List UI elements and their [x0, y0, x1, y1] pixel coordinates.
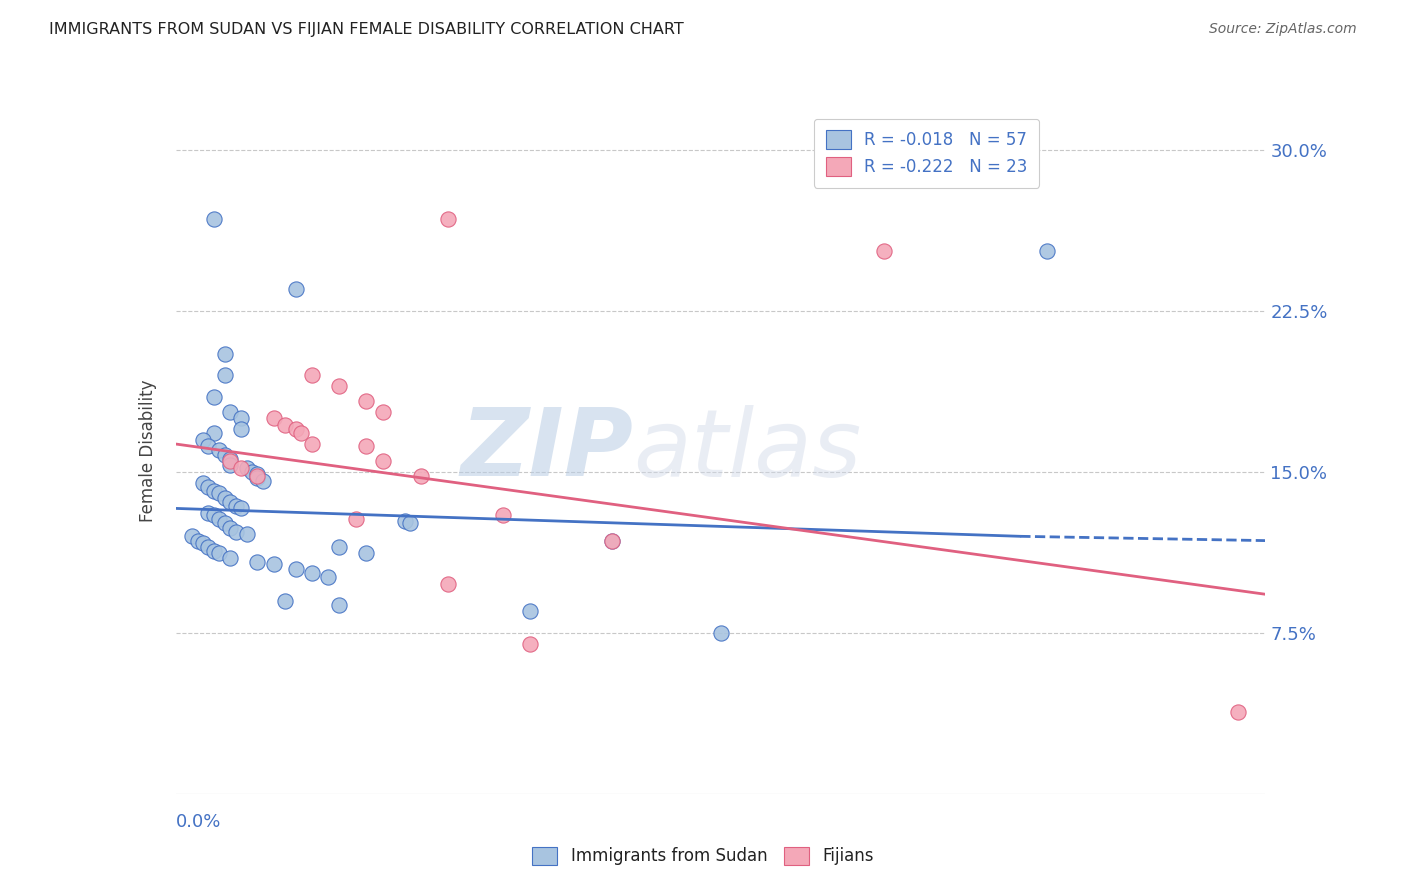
Text: atlas: atlas: [633, 405, 862, 496]
Point: [197, 506, 219, 520]
Point: [873, 244, 896, 258]
Legend: Immigrants from Sudan, Fijians: Immigrants from Sudan, Fijians: [526, 840, 880, 872]
Point: [274, 593, 297, 607]
Point: [356, 439, 378, 453]
Point: [219, 405, 242, 419]
Point: [191, 475, 214, 490]
Point: [186, 533, 209, 548]
Point: [1036, 244, 1059, 258]
Text: Source: ZipAtlas.com: Source: ZipAtlas.com: [1209, 22, 1357, 37]
Point: [344, 512, 367, 526]
Point: [231, 501, 253, 516]
Point: [371, 405, 394, 419]
Point: [235, 527, 257, 541]
Point: [214, 516, 236, 531]
Point: [208, 443, 231, 458]
Text: ZIP: ZIP: [461, 404, 633, 497]
Point: [214, 448, 236, 462]
Text: 0.0%: 0.0%: [176, 813, 221, 830]
Point: [290, 426, 312, 441]
Point: [219, 495, 242, 509]
Point: [328, 379, 350, 393]
Point: [202, 426, 225, 441]
Point: [263, 411, 285, 425]
Point: [202, 211, 225, 226]
Point: [600, 533, 623, 548]
Point: [371, 454, 394, 468]
Point: [219, 452, 242, 467]
Point: [219, 458, 242, 473]
Legend: R = -0.018   N = 57, R = -0.222   N = 23: R = -0.018 N = 57, R = -0.222 N = 23: [814, 119, 1039, 188]
Point: [437, 211, 460, 226]
Point: [202, 390, 225, 404]
Point: [246, 467, 269, 481]
Point: [328, 598, 350, 612]
Point: [219, 550, 242, 565]
Point: [301, 368, 323, 383]
Point: [231, 422, 253, 436]
Point: [1227, 706, 1250, 720]
Point: [710, 626, 733, 640]
Point: [356, 394, 378, 409]
Point: [208, 486, 231, 500]
Point: [197, 439, 219, 453]
Point: [246, 555, 269, 569]
Point: [600, 533, 623, 548]
Point: [409, 469, 432, 483]
Point: [246, 469, 269, 483]
Point: [202, 544, 225, 558]
Point: [219, 521, 242, 535]
Point: [356, 546, 378, 561]
Point: [284, 422, 307, 436]
Point: [181, 529, 204, 543]
Point: [191, 535, 214, 549]
Point: [437, 576, 460, 591]
Point: [214, 368, 236, 383]
Point: [191, 433, 214, 447]
Point: [202, 484, 225, 499]
Point: [231, 460, 253, 475]
Point: [197, 540, 219, 554]
Point: [202, 508, 225, 522]
Point: [246, 471, 269, 485]
Point: [231, 411, 253, 425]
Point: [284, 283, 307, 297]
Point: [208, 512, 231, 526]
Y-axis label: Female Disability: Female Disability: [139, 379, 157, 522]
Point: [219, 454, 242, 468]
Point: [301, 437, 323, 451]
Point: [519, 637, 541, 651]
Point: [394, 514, 416, 528]
Point: [284, 561, 307, 575]
Point: [214, 347, 236, 361]
Point: [301, 566, 323, 580]
Point: [225, 524, 247, 539]
Point: [240, 465, 263, 479]
Point: [519, 604, 541, 618]
Point: [252, 474, 274, 488]
Point: [492, 508, 515, 522]
Point: [274, 417, 297, 432]
Point: [399, 516, 422, 531]
Point: [318, 570, 340, 584]
Point: [263, 558, 285, 572]
Point: [328, 540, 350, 554]
Point: [225, 500, 247, 514]
Point: [197, 480, 219, 494]
Point: [235, 460, 257, 475]
Point: [214, 491, 236, 505]
Point: [208, 546, 231, 561]
Text: IMMIGRANTS FROM SUDAN VS FIJIAN FEMALE DISABILITY CORRELATION CHART: IMMIGRANTS FROM SUDAN VS FIJIAN FEMALE D…: [49, 22, 683, 37]
